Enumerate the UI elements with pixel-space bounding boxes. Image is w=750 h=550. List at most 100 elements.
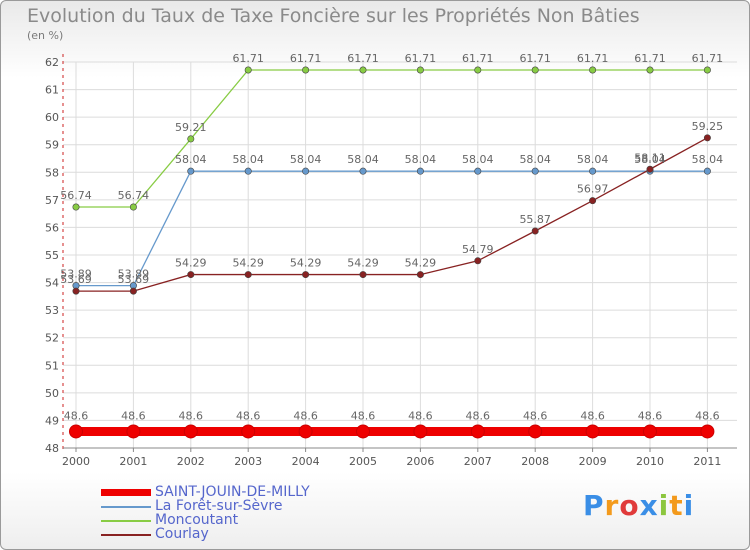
logo-letter: r [604, 489, 620, 522]
data-point [531, 167, 539, 175]
data-label: 61.71 [290, 52, 322, 65]
data-point [187, 271, 195, 279]
data-label: 58.04 [462, 153, 494, 166]
data-label: 61.71 [577, 52, 609, 65]
data-label: 58.04 [347, 153, 379, 166]
logo-letter: i [658, 489, 670, 522]
data-label: 53.69 [60, 273, 92, 286]
x-tick-label: 2000 [62, 455, 90, 468]
data-label: 56.74 [60, 189, 92, 202]
data-point [129, 287, 137, 295]
data-label: 54.29 [290, 257, 322, 270]
data-point [643, 424, 657, 439]
data-label: 48.6 [179, 409, 204, 422]
data-label: 54.29 [232, 257, 264, 270]
data-point [241, 424, 256, 439]
data-point [356, 424, 370, 439]
data-label: 58.04 [405, 153, 437, 166]
logo-letter: x [639, 489, 659, 522]
x-tick-label: 2007 [464, 455, 492, 468]
data-label: 56.74 [118, 189, 150, 202]
data-label: 48.6 [580, 409, 605, 422]
data-point [359, 271, 367, 279]
data-label: 58.04 [634, 153, 666, 166]
y-tick-label: 53 [45, 304, 59, 317]
data-point [302, 167, 310, 175]
data-point [69, 424, 83, 439]
logo-letter: i [683, 489, 695, 522]
x-tick-label: 2004 [292, 455, 320, 468]
data-label: 48.6 [523, 409, 548, 422]
y-tick-label: 50 [45, 387, 59, 400]
data-label: 58.04 [175, 153, 207, 166]
logo-letter: P [583, 489, 605, 522]
y-tick-label: 60 [45, 111, 59, 124]
data-label: 48.6 [64, 409, 89, 422]
data-point [589, 167, 597, 175]
y-tick-label: 51 [45, 359, 59, 372]
chart-unit-label: (en %) [27, 29, 64, 42]
data-point [416, 66, 424, 74]
y-tick-label: 62 [45, 56, 59, 69]
data-point [589, 197, 597, 205]
data-label: 55.87 [519, 213, 551, 226]
data-point [474, 257, 482, 265]
data-point [413, 424, 428, 439]
legend-label: Moncoutant [155, 512, 239, 528]
data-point [244, 271, 252, 279]
data-point [298, 424, 313, 439]
data-label: 61.71 [405, 52, 437, 65]
y-tick-label: 59 [45, 139, 59, 152]
data-label: 53.69 [118, 273, 150, 286]
data-point [302, 66, 310, 74]
data-point [187, 135, 195, 143]
data-label: 61.71 [462, 52, 494, 65]
data-point [126, 424, 141, 439]
data-label: 48.6 [351, 409, 376, 422]
data-label: 61.71 [692, 52, 724, 65]
proxiti-logo: Proxiti [583, 489, 694, 522]
data-label: 61.71 [347, 52, 379, 65]
data-point [474, 167, 482, 175]
data-label: 58.04 [290, 153, 322, 166]
x-tick-label: 2001 [119, 455, 147, 468]
data-point [187, 167, 195, 175]
data-point [470, 424, 485, 439]
legend-label: La Forêt-sur-Sèvre [155, 498, 283, 514]
data-label: 58.04 [519, 153, 551, 166]
data-point [183, 424, 198, 439]
data-label: 54.29 [405, 257, 437, 270]
data-label: 58.04 [577, 153, 609, 166]
data-point [528, 424, 543, 439]
y-tick-label: 61 [45, 84, 59, 97]
data-point [531, 227, 539, 235]
legend-swatch [101, 534, 151, 536]
legend-swatch [101, 520, 151, 522]
legend-label: SAINT-JOUIN-DE-MILLY [155, 484, 310, 500]
x-tick-label: 2003 [234, 455, 262, 468]
data-label: 59.25 [692, 120, 724, 133]
data-label: 61.71 [232, 52, 264, 65]
y-tick-label: 48 [45, 442, 59, 455]
data-label: 48.6 [236, 409, 261, 422]
data-point [416, 271, 424, 279]
data-point [703, 167, 711, 175]
data-point [531, 66, 539, 74]
x-tick-label: 2005 [349, 455, 377, 468]
chart-title: Evolution du Taux de Taxe Foncière sur l… [27, 5, 640, 27]
series-line [76, 69, 708, 208]
x-tick-label: 2009 [579, 455, 607, 468]
y-tick-label: 58 [45, 166, 59, 179]
series-line [76, 170, 708, 287]
y-tick-label: 54 [45, 277, 59, 290]
data-point [72, 203, 80, 211]
data-point [646, 66, 654, 74]
data-point [646, 165, 654, 173]
y-tick-label: 57 [45, 194, 59, 207]
data-label: 48.6 [695, 409, 720, 422]
data-point [359, 66, 367, 74]
data-label: 59.21 [175, 121, 207, 134]
data-point [129, 203, 137, 211]
data-point [359, 167, 367, 175]
